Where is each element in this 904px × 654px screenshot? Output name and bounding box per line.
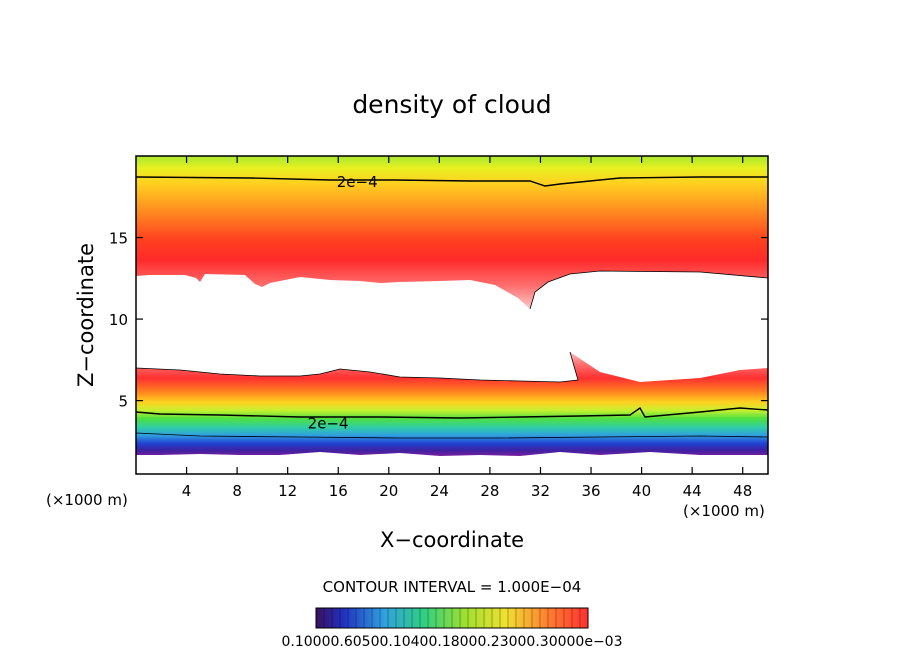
x-tick-label: 36 [581, 482, 600, 500]
upper-cloud-band [136, 156, 768, 309]
colorbar-levels [323, 608, 581, 628]
x-axis-ticks: 4 8 12 16 20 24 28 32 36 40 44 48 [182, 156, 752, 500]
y-axis-ticks: 5 10 15 [109, 230, 768, 411]
x-unit-right: (×1000 m) [683, 502, 765, 520]
contour-lower-2e-4 [135, 406, 769, 419]
contour-interval-text: CONTOUR INTERVAL = 1.000E−04 [323, 578, 582, 596]
contour-upper-2e-4 [135, 176, 768, 187]
contour-label: 2e−4 [337, 173, 378, 191]
x-unit-left: (×1000 m) [46, 491, 128, 509]
contour-lines: 2e−4 2e−4 [135, 173, 769, 439]
lower-cloud-band [136, 352, 768, 456]
plot-frame [135, 155, 769, 475]
contour-lower-edge [135, 351, 579, 383]
x-tick-label: 8 [232, 482, 242, 500]
colorbar-labels: 0.10000.60500.10400.18000.23000.30000e−0… [282, 634, 623, 650]
x-tick-label: 32 [531, 482, 550, 500]
y-tick-label: 5 [118, 393, 128, 411]
x-tick-label: 24 [430, 482, 449, 500]
x-tick-label: 48 [733, 482, 752, 500]
x-tick-label: 40 [632, 482, 651, 500]
x-tick-label: 28 [480, 482, 499, 500]
y-tick-label: 10 [109, 311, 128, 329]
x-tick-label: 20 [379, 482, 398, 500]
contour-upper-edge [529, 270, 769, 310]
y-tick-label: 15 [109, 230, 128, 248]
x-tick-label: 16 [329, 482, 348, 500]
x-axis-label: X−coordinate [380, 528, 524, 552]
contour-label: 2e−4 [308, 414, 349, 432]
density-field [136, 156, 768, 456]
x-tick-label: 12 [278, 482, 297, 500]
chart-title: density of cloud [352, 90, 551, 119]
y-axis-label: Z−coordinate [74, 243, 98, 387]
contour-lower-secondary [135, 432, 769, 439]
x-tick-label: 44 [683, 482, 702, 500]
x-tick-label: 4 [182, 482, 192, 500]
